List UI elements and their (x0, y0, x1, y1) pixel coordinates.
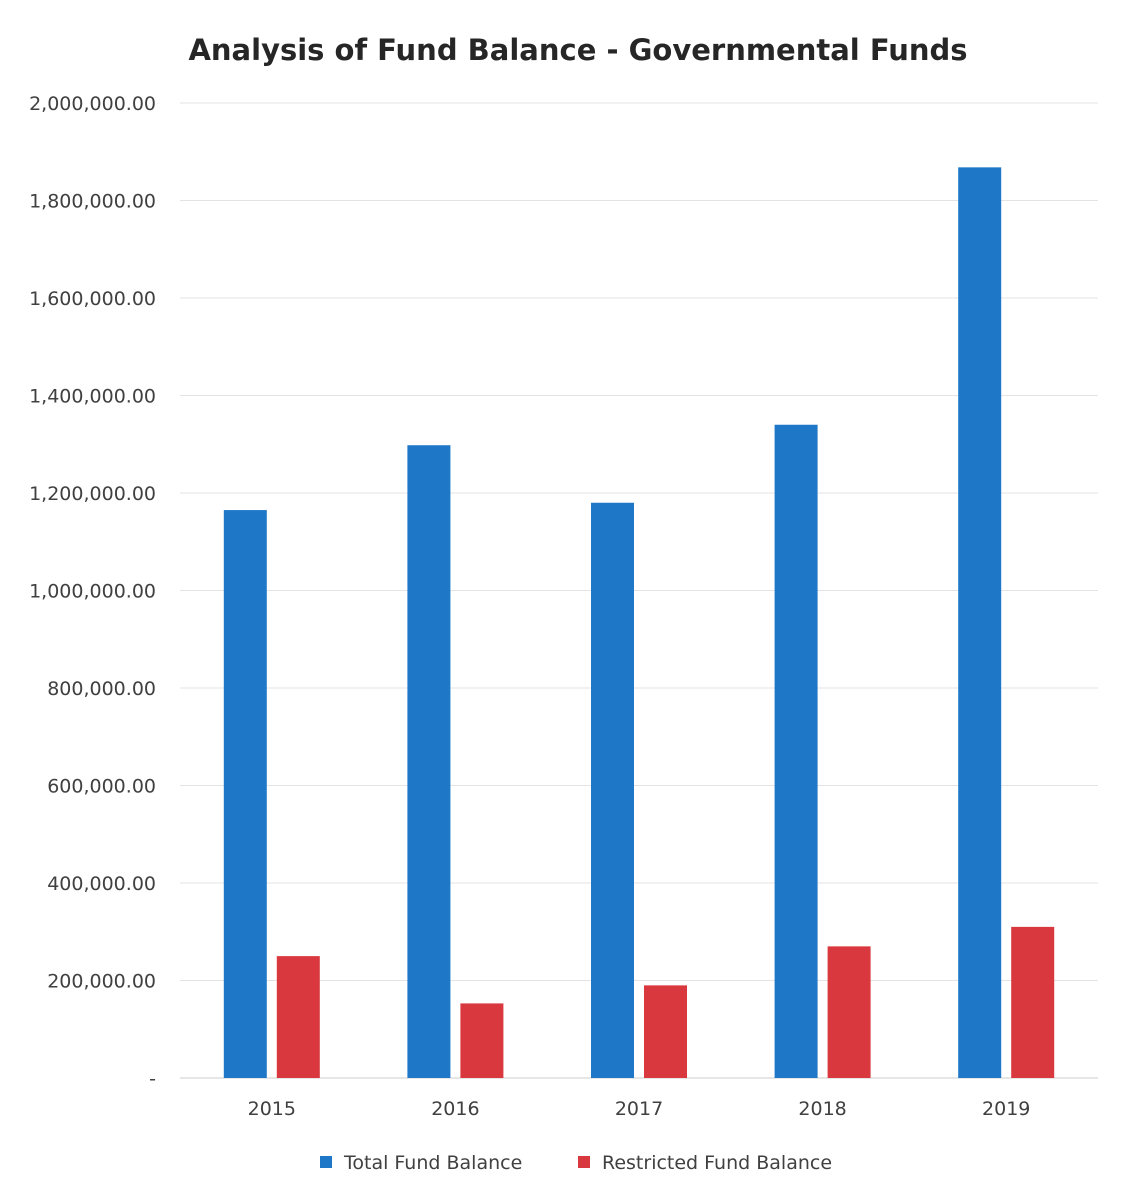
y-tick-label: 1,000,000.00 (29, 581, 156, 603)
legend-label-total: Total Fund Balance (343, 1152, 522, 1174)
legend-label-restricted: Restricted Fund Balance (602, 1152, 832, 1174)
x-axis-ticks: 2015 2016 2017 2018 2019 (248, 1098, 1031, 1120)
bar-restricted-2015 (276, 956, 320, 1078)
bar-total-2016 (407, 445, 451, 1079)
bar-restricted-2016 (460, 1003, 504, 1078)
x-tick-label: 2019 (982, 1098, 1030, 1120)
bar-total-2019 (958, 167, 1002, 1079)
y-tick-label: 800,000.00 (47, 678, 156, 700)
bar-total-2015 (223, 510, 267, 1078)
y-tick-label: 1,600,000.00 (29, 288, 156, 310)
y-tick-label: 600,000.00 (47, 776, 156, 798)
bar-total-2018 (774, 424, 818, 1078)
y-tick-label: - (149, 1068, 156, 1090)
y-tick-label: 2,000,000.00 (29, 93, 156, 115)
y-tick-label: 1,800,000.00 (29, 191, 156, 213)
y-tick-label: 200,000.00 (47, 971, 156, 993)
y-tick-label: 1,400,000.00 (29, 386, 156, 408)
bar-restricted-2017 (644, 985, 687, 1078)
chart-title: Analysis of Fund Balance - Governmental … (188, 33, 967, 67)
bars (223, 167, 1055, 1079)
x-tick-label: 2018 (798, 1098, 846, 1120)
x-tick-label: 2016 (431, 1098, 479, 1120)
bar-restricted-2019 (1011, 926, 1055, 1078)
legend: Total Fund Balance Restricted Fund Balanc… (320, 1152, 832, 1174)
y-tick-label: 1,200,000.00 (29, 483, 156, 505)
y-tick-label: 400,000.00 (47, 873, 156, 895)
legend-swatch-restricted (578, 1156, 590, 1168)
x-tick-label: 2017 (615, 1098, 663, 1120)
bar-total-2017 (591, 502, 634, 1078)
legend-swatch-total (320, 1156, 332, 1168)
x-tick-label: 2015 (248, 1098, 296, 1120)
y-axis-ticks: - 200,000.00 400,000.00 600,000.00 800,000.0… (29, 93, 156, 1090)
gridlines (180, 102, 1098, 1079)
bar-restricted-2018 (827, 946, 871, 1078)
